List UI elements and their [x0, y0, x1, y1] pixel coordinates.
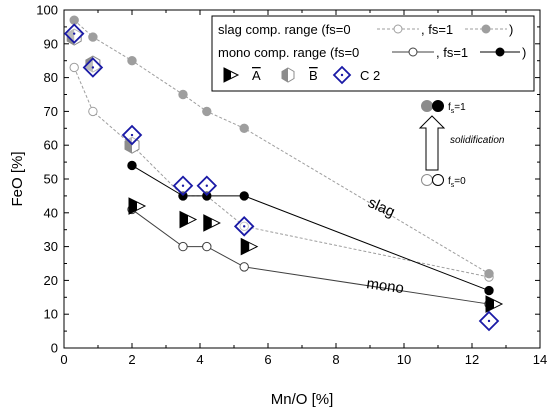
- x-axis-label: Mn/O [%]: [271, 391, 334, 408]
- y-tick-label: 10: [44, 307, 58, 322]
- legend-mono-end: ): [522, 45, 526, 60]
- legend: slag comp. range (fs=0 , fs=1 ) mono com…: [211, 15, 535, 92]
- x-tick-label: 2: [128, 352, 135, 367]
- legend-mono-fs1-marker: [495, 47, 505, 57]
- point-slag_fs1: [178, 89, 188, 100]
- fs1-gray-circle: [421, 100, 433, 112]
- point-mono_fs1: [484, 285, 494, 296]
- point-mono_fs1: [239, 191, 249, 201]
- y-tick-label: 50: [44, 172, 58, 187]
- x-tick-label: 10: [397, 352, 411, 367]
- y-tick-label: 90: [44, 36, 58, 51]
- legend-mono-label: mono comp. range (fs=0: [218, 45, 359, 60]
- point-slag_fs0: [88, 106, 98, 117]
- sample-c2-marker: [478, 310, 500, 332]
- y-tick-label: 100: [36, 3, 58, 18]
- mono-annotation: mono: [365, 275, 405, 297]
- y-tick-label: 20: [44, 273, 58, 288]
- legend-slag-end: ): [509, 22, 513, 37]
- point-slag_fs1: [484, 268, 494, 279]
- y-tick-label: 30: [44, 239, 58, 254]
- fs0-black-open-circle: [432, 174, 444, 186]
- solidification-arrow: [418, 115, 446, 171]
- legend-sample-c2-label: C 2: [360, 68, 380, 83]
- sample-a-marker: [128, 197, 147, 215]
- point-slag_fs1: [127, 56, 137, 66]
- x-tick-label: 8: [332, 352, 339, 367]
- solidification-label: solidification: [450, 135, 505, 146]
- sample-c2-dot: [130, 133, 134, 137]
- point-slag_fs1: [69, 15, 79, 25]
- y-tick-label: 80: [44, 70, 58, 85]
- sample-c2-dot: [205, 184, 208, 187]
- y-axis-label: FeO [%]: [9, 151, 26, 206]
- sample-a-fill: [241, 238, 250, 255]
- legend-sample-a-label: A: [252, 68, 261, 83]
- legend-slag-label: slag comp. range (fs=0: [218, 22, 351, 37]
- legend-slag-fs0-marker: [393, 24, 403, 34]
- y-tick-label: 40: [44, 205, 58, 220]
- data-markers: [63, 15, 504, 332]
- legend-sample-a-marker: [223, 67, 240, 83]
- sample-a-fill: [203, 214, 212, 231]
- sample-c2-marker: [63, 23, 85, 44]
- legend-mono-mid: , fs=1: [436, 45, 468, 60]
- axis-ticks: 0 2 4 6 8 10 12 14 0 10 20 30 40 50 60 70 80 90 100: [36, 3, 547, 368]
- point-mono_fs1: [127, 160, 137, 171]
- sample-c2-marker: [82, 57, 104, 78]
- solidification-indicator: fs=1 solidification fs=0: [418, 100, 505, 189]
- series-line-slag_fs0: [73, 67, 490, 278]
- point-mono_fs0: [239, 262, 249, 272]
- legend-sample-b-marker: [281, 67, 295, 83]
- point-slag_fs1: [202, 106, 212, 117]
- sample-a-fill: [180, 211, 188, 228]
- sample-a-marker: [240, 237, 259, 256]
- sample-c2-dot: [243, 225, 246, 228]
- sample-a-marker: [485, 295, 504, 313]
- sample-c2-marker: [233, 216, 255, 237]
- y-tick-label: 70: [44, 104, 58, 119]
- legend-sample-b-label: B: [309, 68, 318, 83]
- sample-a-marker: [203, 214, 221, 232]
- sample-c2-marker: [172, 175, 194, 197]
- point-slag_fs1: [239, 123, 249, 134]
- fs0-gray-open-circle: [421, 174, 433, 186]
- sample-c2-marker: [121, 124, 143, 146]
- x-tick-label: 12: [465, 352, 479, 367]
- y-tick-label: 60: [44, 138, 58, 153]
- sample-a-marker: [179, 210, 198, 229]
- point-mono_fs0: [178, 241, 188, 252]
- point-slag_fs1: [88, 32, 98, 42]
- sample-a-fill: [129, 198, 137, 215]
- x-tick-label: 4: [196, 352, 203, 367]
- sample-a-fill: [486, 296, 494, 313]
- fs0-label: fs=0: [448, 176, 466, 189]
- legend-slag-mid: , fs=1: [421, 22, 453, 37]
- legend-sample-c2-marker: [332, 65, 352, 85]
- legend-mono-fs0-marker: [408, 47, 418, 57]
- y-tick-label: 0: [51, 341, 58, 356]
- sample-c2-dot: [181, 184, 185, 187]
- x-tick-label: 6: [264, 352, 271, 367]
- sample-c2-dot: [73, 32, 76, 35]
- point-slag_fs0: [69, 62, 79, 73]
- legend-slag-fs1-marker: [481, 24, 491, 34]
- fs1-black-circle: [432, 100, 444, 112]
- point-mono_fs0: [202, 241, 212, 252]
- sample-c2-marker: [196, 175, 218, 197]
- x-tick-label: 14: [533, 352, 547, 367]
- sample-c2-dot: [91, 66, 95, 69]
- x-tick-label: 0: [60, 352, 67, 367]
- fs1-label: fs=1: [448, 102, 466, 115]
- sample-c2-dot: [487, 319, 491, 323]
